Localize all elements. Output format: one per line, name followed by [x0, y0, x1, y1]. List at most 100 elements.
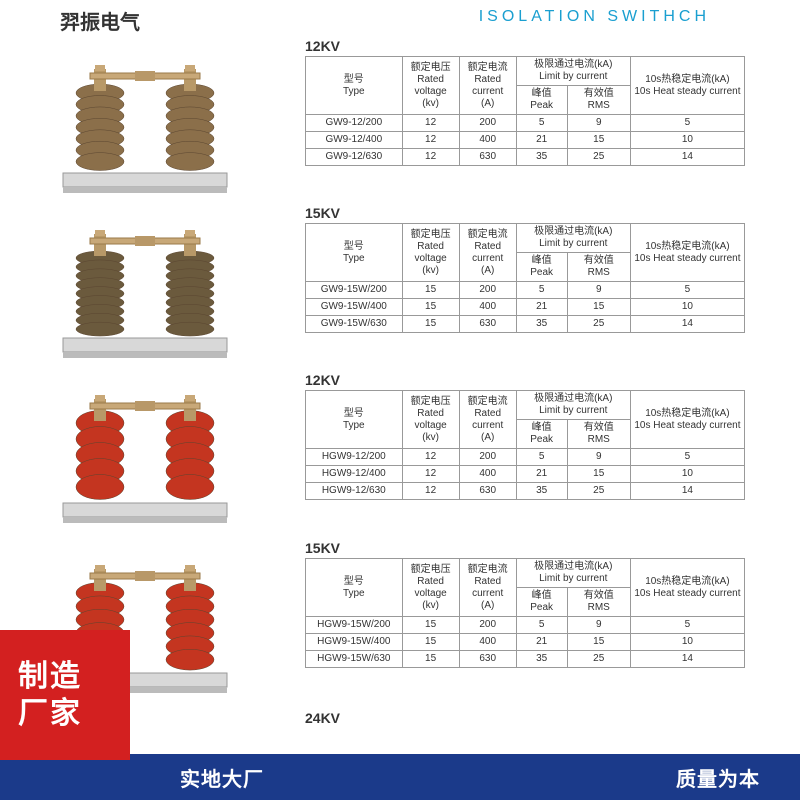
cell-heat: 10: [630, 299, 744, 316]
product-image-0: [45, 45, 245, 210]
cell-type: HGW9-12/200: [306, 449, 403, 466]
cell-peak: 21: [516, 299, 567, 316]
section-title: 15KV: [305, 205, 745, 221]
cell-rms: 9: [567, 282, 630, 299]
table-row: HGW9-12/400 12 400 21 15 10: [306, 466, 745, 483]
section-title: 24KV: [305, 710, 745, 726]
cell-type: HGW9-12/630: [306, 483, 403, 500]
cell-type: HGW9-15W/400: [306, 634, 403, 651]
spec-table: 型号Type 额定电压Rated voltage(kv) 额定电流Rated c…: [305, 558, 745, 668]
cell-peak: 35: [516, 483, 567, 500]
cell-voltage: 12: [402, 115, 459, 132]
cell-rms: 15: [567, 466, 630, 483]
spec-table: 型号Type 额定电压Rated voltage(kv) 额定电流Rated c…: [305, 223, 745, 333]
cell-current: 200: [459, 449, 516, 466]
table-row: HGW9-15W/200 15 200 5 9 5: [306, 617, 745, 634]
th-heat: 10s热稳定电流(kA)10s Heat steady current: [630, 57, 744, 115]
cell-type: GW9-15W/200: [306, 282, 403, 299]
footer-left: 实地大厂: [180, 763, 264, 792]
cell-current: 630: [459, 149, 516, 166]
th-current: 额定电流Rated current(A): [459, 391, 516, 449]
table-row: HGW9-15W/400 15 400 21 15 10: [306, 634, 745, 651]
cell-current: 200: [459, 282, 516, 299]
th-limit: 极限通过电流(kA)Limit by current: [516, 224, 630, 253]
cell-rms: 15: [567, 132, 630, 149]
section-title: 12KV: [305, 38, 745, 54]
cell-voltage: 12: [402, 466, 459, 483]
th-voltage: 额定电压Rated voltage(kv): [402, 224, 459, 282]
cell-voltage: 15: [402, 282, 459, 299]
cell-type: GW9-15W/400: [306, 299, 403, 316]
cell-peak: 35: [516, 316, 567, 333]
cell-rms: 15: [567, 634, 630, 651]
th-type: 型号Type: [306, 57, 403, 115]
cell-peak: 21: [516, 132, 567, 149]
cell-type: GW9-15W/630: [306, 316, 403, 333]
spec-table: 型号Type 额定电压Rated voltage(kv) 额定电流Rated c…: [305, 56, 745, 166]
table-row: HGW9-12/630 12 630 35 25 14: [306, 483, 745, 500]
th-limit: 极限通过电流(kA)Limit by current: [516, 391, 630, 420]
cell-heat: 5: [630, 617, 744, 634]
cell-current: 400: [459, 634, 516, 651]
cell-heat: 5: [630, 282, 744, 299]
spec-section-2: 12KV 型号Type 额定电压Rated voltage(kv) 额定电流Ra…: [305, 372, 745, 500]
spec-table: 型号Type 额定电压Rated voltage(kv) 额定电流Rated c…: [305, 390, 745, 500]
th-heat: 10s热稳定电流(kA)10s Heat steady current: [630, 224, 744, 282]
table-row: GW9-15W/200 15 200 5 9 5: [306, 282, 745, 299]
cell-heat: 10: [630, 132, 744, 149]
th-type: 型号Type: [306, 559, 403, 617]
th-type: 型号Type: [306, 391, 403, 449]
table-row: GW9-15W/630 15 630 35 25 14: [306, 316, 745, 333]
spec-section-0: 12KV 型号Type 额定电压Rated voltage(kv) 额定电流Ra…: [305, 38, 745, 166]
cell-heat: 14: [630, 483, 744, 500]
cell-current: 630: [459, 651, 516, 668]
cell-current: 400: [459, 299, 516, 316]
cell-type: HGW9-15W/630: [306, 651, 403, 668]
th-voltage: 额定电压Rated voltage(kv): [402, 57, 459, 115]
th-peak: 峰值Peak: [516, 588, 567, 617]
cell-type: GW9-12/200: [306, 115, 403, 132]
cell-rms: 25: [567, 483, 630, 500]
badge-line2: 厂家: [18, 695, 130, 733]
table-row: HGW9-12/200 12 200 5 9 5: [306, 449, 745, 466]
th-current: 额定电流Rated current(A): [459, 224, 516, 282]
cell-heat: 14: [630, 651, 744, 668]
table-row: GW9-12/200 12 200 5 9 5: [306, 115, 745, 132]
cell-voltage: 15: [402, 651, 459, 668]
cell-rms: 9: [567, 115, 630, 132]
th-rms: 有效值RMS: [567, 420, 630, 449]
cell-voltage: 12: [402, 149, 459, 166]
th-rms: 有效值RMS: [567, 253, 630, 282]
cell-heat: 10: [630, 466, 744, 483]
spec-section-3: 15KV 型号Type 额定电压Rated voltage(kv) 额定电流Ra…: [305, 540, 745, 668]
cell-rms: 15: [567, 299, 630, 316]
partial-section: 24KV: [305, 710, 745, 728]
header-cn: 羿振电气: [60, 6, 140, 35]
th-voltage: 额定电压Rated voltage(kv): [402, 391, 459, 449]
footer-bar: 实地大厂 质量为本: [0, 754, 800, 800]
footer-right: 质量为本: [676, 763, 760, 792]
th-type: 型号Type: [306, 224, 403, 282]
cell-type: HGW9-15W/200: [306, 617, 403, 634]
cell-heat: 5: [630, 115, 744, 132]
cell-voltage: 15: [402, 299, 459, 316]
cell-current: 630: [459, 316, 516, 333]
th-voltage: 额定电压Rated voltage(kv): [402, 559, 459, 617]
cell-type: HGW9-12/400: [306, 466, 403, 483]
th-peak: 峰值Peak: [516, 86, 567, 115]
th-current: 额定电流Rated current(A): [459, 559, 516, 617]
cell-peak: 5: [516, 449, 567, 466]
cell-current: 200: [459, 115, 516, 132]
badge-line1: 制造: [18, 658, 130, 696]
th-heat: 10s热稳定电流(kA)10s Heat steady current: [630, 391, 744, 449]
cell-peak: 5: [516, 617, 567, 634]
th-peak: 峰值Peak: [516, 420, 567, 449]
cell-type: GW9-12/400: [306, 132, 403, 149]
cell-rms: 9: [567, 617, 630, 634]
manufacturer-badge: 制造 厂家: [0, 630, 130, 760]
th-heat: 10s热稳定电流(kA)10s Heat steady current: [630, 559, 744, 617]
cell-type: GW9-12/630: [306, 149, 403, 166]
cell-heat: 14: [630, 149, 744, 166]
cell-heat: 10: [630, 634, 744, 651]
section-title: 15KV: [305, 540, 745, 556]
